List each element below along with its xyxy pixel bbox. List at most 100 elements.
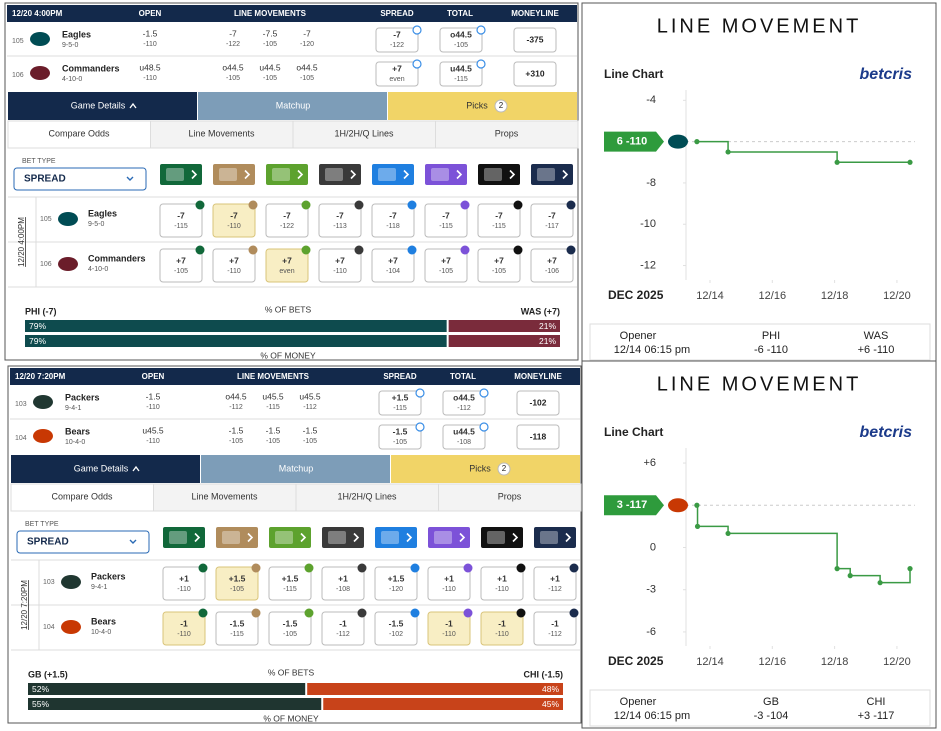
tab[interactable] (8, 92, 197, 120)
sportsbook-button[interactable] (322, 527, 364, 548)
odds-cell[interactable] (371, 203, 415, 238)
odds-cell[interactable] (480, 611, 524, 646)
rotation: 104 (43, 624, 55, 631)
odds-cell[interactable] (268, 611, 312, 646)
odds-cell[interactable] (159, 248, 203, 283)
tab[interactable] (388, 92, 577, 120)
team-record: 9-4-1 (91, 584, 107, 591)
subtab[interactable] (438, 483, 582, 512)
sportsbook-button[interactable] (372, 164, 414, 185)
opener-team: WAS (864, 330, 889, 342)
book-icon (569, 608, 579, 618)
header-moneyline: MONEYLINE (514, 372, 562, 381)
odds-cell[interactable] (268, 566, 312, 601)
odds-cell[interactable] (321, 566, 365, 601)
total-price: -112 (457, 405, 471, 412)
odds-cell[interactable] (318, 203, 362, 238)
opener-time: 12/14 06:15 pm (614, 710, 690, 722)
odds-cell[interactable] (477, 203, 521, 238)
sportsbook-button[interactable] (425, 164, 467, 185)
odds-box[interactable] (516, 424, 560, 450)
odds-cell[interactable] (530, 248, 574, 283)
odds-box[interactable] (513, 61, 557, 87)
odds-box[interactable] (375, 27, 419, 53)
split-value: 21% (539, 336, 556, 346)
subtab[interactable] (295, 483, 439, 512)
odds-cell[interactable] (480, 566, 524, 601)
odds-box[interactable] (442, 390, 486, 416)
odds-cell[interactable] (265, 203, 309, 238)
odds-cell[interactable] (371, 248, 415, 283)
odds-cell[interactable] (427, 611, 471, 646)
sportsbook-button[interactable] (531, 164, 573, 185)
sportsbook-button[interactable] (213, 164, 255, 185)
odds-cell[interactable] (265, 248, 309, 283)
movement-line: o44.5 (225, 391, 247, 401)
odds-box[interactable] (439, 27, 483, 53)
sportsbook-button[interactable] (266, 164, 308, 185)
bets-label: % OF BETS (265, 304, 312, 314)
tab[interactable] (11, 455, 200, 483)
sportsbook-button[interactable] (534, 527, 576, 548)
odds-cell[interactable] (424, 248, 468, 283)
book-icon (251, 563, 261, 573)
book-icon (301, 200, 311, 210)
odds-cell[interactable] (162, 566, 206, 601)
subtab[interactable] (150, 120, 294, 149)
odds-cell[interactable] (215, 566, 259, 601)
odds-box[interactable] (442, 424, 486, 450)
subtab[interactable] (292, 120, 436, 149)
odds-cell[interactable] (477, 248, 521, 283)
odds-cell[interactable] (374, 611, 418, 646)
x-tick-label: 12/16 (759, 656, 787, 668)
odds-price: even (279, 268, 294, 275)
odds-cell[interactable] (212, 203, 256, 238)
chart-title: LINE MOVEMENT (657, 15, 862, 37)
odds-cell[interactable] (424, 203, 468, 238)
bet-type-select[interactable] (16, 530, 150, 554)
odds-cell[interactable] (215, 611, 259, 646)
odds-cell[interactable] (321, 611, 365, 646)
odds-price: -105 (174, 268, 188, 275)
sportsbook-button[interactable] (269, 527, 311, 548)
line-series (696, 140, 911, 164)
line-point (725, 149, 731, 155)
sportsbook-button[interactable] (163, 527, 205, 548)
bet-type-select[interactable] (13, 167, 147, 191)
subtab[interactable] (435, 120, 579, 149)
odds-line: -1.5 (283, 618, 298, 628)
odds-box[interactable] (513, 27, 557, 53)
sportsbook-button[interactable] (160, 164, 202, 185)
odds-box[interactable] (375, 61, 419, 87)
subtab[interactable] (7, 120, 151, 149)
sportsbook-button[interactable] (428, 527, 470, 548)
odds-box[interactable] (439, 61, 483, 87)
book-icon (301, 245, 311, 255)
odds-cell[interactable] (162, 611, 206, 646)
tab[interactable] (391, 455, 580, 483)
odds-cell[interactable] (374, 566, 418, 601)
odds-cell[interactable] (318, 248, 362, 283)
odds-cell[interactable] (533, 566, 577, 601)
odds-cell[interactable] (212, 248, 256, 283)
subtab[interactable] (153, 483, 297, 512)
odds-box[interactable] (378, 390, 422, 416)
odds-cell[interactable] (427, 566, 471, 601)
chevron-icon (403, 169, 410, 180)
odds-line: -1 (339, 618, 347, 628)
subtab-label: Compare Odds (48, 128, 110, 138)
odds-cell[interactable] (159, 203, 203, 238)
header-total: TOTAL (447, 9, 473, 18)
sportsbook-button[interactable] (319, 164, 361, 185)
sportsbook-button[interactable] (481, 527, 523, 548)
tab[interactable] (198, 92, 387, 120)
tab[interactable] (201, 455, 390, 483)
sportsbook-button[interactable] (375, 527, 417, 548)
odds-box[interactable] (378, 424, 422, 450)
sportsbook-button[interactable] (216, 527, 258, 548)
chevron-icon (297, 169, 304, 180)
odds-cell[interactable] (530, 203, 574, 238)
sportsbook-button[interactable] (478, 164, 520, 185)
odds-box[interactable] (516, 390, 560, 416)
odds-cell[interactable] (533, 611, 577, 646)
